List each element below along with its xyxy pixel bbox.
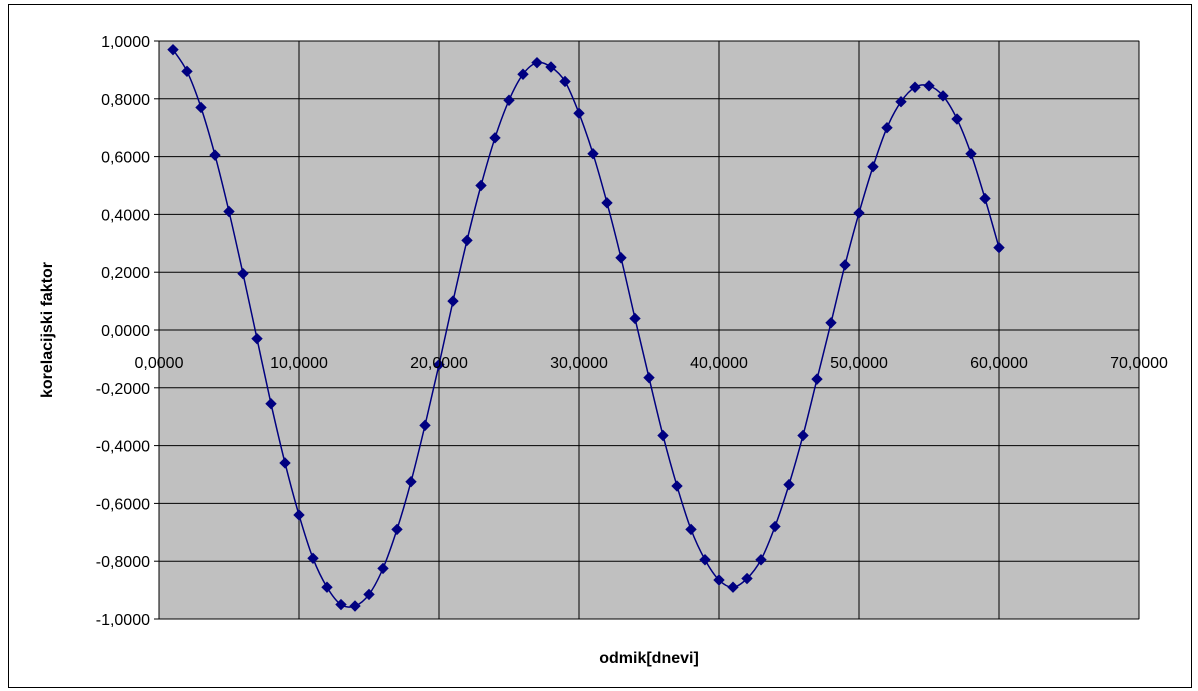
data-point <box>405 476 417 488</box>
data-point <box>643 371 655 384</box>
data-point <box>279 457 291 469</box>
data-point <box>363 588 375 601</box>
y-tick-label: -0,4000 <box>96 439 150 456</box>
data-point <box>825 317 837 329</box>
y-tick-label: 0,8000 <box>101 92 150 109</box>
data-point <box>195 101 207 114</box>
y-tick-label: 0,0000 <box>101 323 150 340</box>
y-tick-label: 0,4000 <box>101 207 150 224</box>
data-point <box>923 80 935 92</box>
x-tick-label: 70,0000 <box>1110 355 1168 372</box>
data-point <box>937 90 949 102</box>
data-point <box>587 148 599 160</box>
data-point <box>713 574 725 586</box>
y-tick-label: 1,0000 <box>101 34 150 51</box>
data-point <box>797 429 809 442</box>
x-axis-title: odmik[dnevi] <box>599 650 699 667</box>
data-point <box>741 572 753 585</box>
tick-labels: 1,0000 0,8000 0,6000 0,4000 0,2000 0,0000 -0,2… <box>96 34 1168 629</box>
data-point <box>293 509 305 521</box>
x-tick-label: 20,0000 <box>410 355 468 372</box>
y-axis-title: korelacijski faktor <box>39 262 56 398</box>
data-point <box>433 358 445 371</box>
data-point <box>321 581 333 593</box>
data-point <box>881 121 893 134</box>
data-point <box>545 61 557 73</box>
data-point <box>993 241 1005 254</box>
data-point <box>349 600 361 612</box>
data-point <box>167 43 179 56</box>
data-point <box>447 295 459 307</box>
data-point <box>223 205 235 218</box>
x-tick-label: 0,0000 <box>135 355 184 372</box>
data-point <box>475 179 487 192</box>
data-point <box>531 56 543 69</box>
data-point <box>391 523 403 536</box>
data-point <box>419 419 431 432</box>
data-point <box>209 149 221 161</box>
data-point <box>629 312 641 325</box>
x-tick-label: 30,0000 <box>550 355 608 372</box>
data-point <box>755 554 767 566</box>
data-point <box>979 192 991 205</box>
data-point <box>377 562 389 575</box>
y-tick-label: -0,6000 <box>96 496 150 513</box>
y-tick-label: -0,2000 <box>96 381 150 398</box>
x-tick-label: 10,0000 <box>270 355 328 372</box>
data-point <box>769 520 781 533</box>
data-point <box>783 478 795 491</box>
y-tick-label: 0,6000 <box>101 150 150 167</box>
data-point <box>895 95 907 108</box>
y-tick-label: -1,0000 <box>96 612 150 629</box>
series <box>167 43 1005 612</box>
data-point <box>965 148 977 160</box>
data-point <box>727 581 739 593</box>
x-tick-label: 50,0000 <box>830 355 888 372</box>
data-point <box>867 161 879 173</box>
data-point <box>335 598 347 611</box>
y-tick-label: 0,2000 <box>101 265 150 282</box>
data-point <box>853 207 865 219</box>
data-point <box>601 197 613 209</box>
data-point <box>839 259 851 271</box>
data-point <box>615 252 627 264</box>
data-point <box>237 267 249 280</box>
y-tick-label: -0,8000 <box>96 554 150 571</box>
data-point <box>671 480 683 492</box>
data-point <box>489 132 501 144</box>
data-point <box>951 113 963 125</box>
data-point <box>307 552 319 565</box>
x-tick-label: 60,0000 <box>970 355 1028 372</box>
axes <box>154 40 1140 620</box>
data-point <box>461 234 473 247</box>
x-tick-label: 40,0000 <box>690 355 748 372</box>
data-point <box>517 68 529 80</box>
data-point <box>251 332 263 345</box>
data-point <box>181 65 193 78</box>
data-point <box>811 373 823 385</box>
data-point <box>573 107 585 119</box>
data-point <box>699 554 711 566</box>
data-point <box>559 75 571 88</box>
data-point <box>265 397 277 410</box>
data-point <box>503 94 515 106</box>
data-point <box>685 523 697 536</box>
data-point <box>909 81 921 93</box>
data-point <box>657 429 669 442</box>
